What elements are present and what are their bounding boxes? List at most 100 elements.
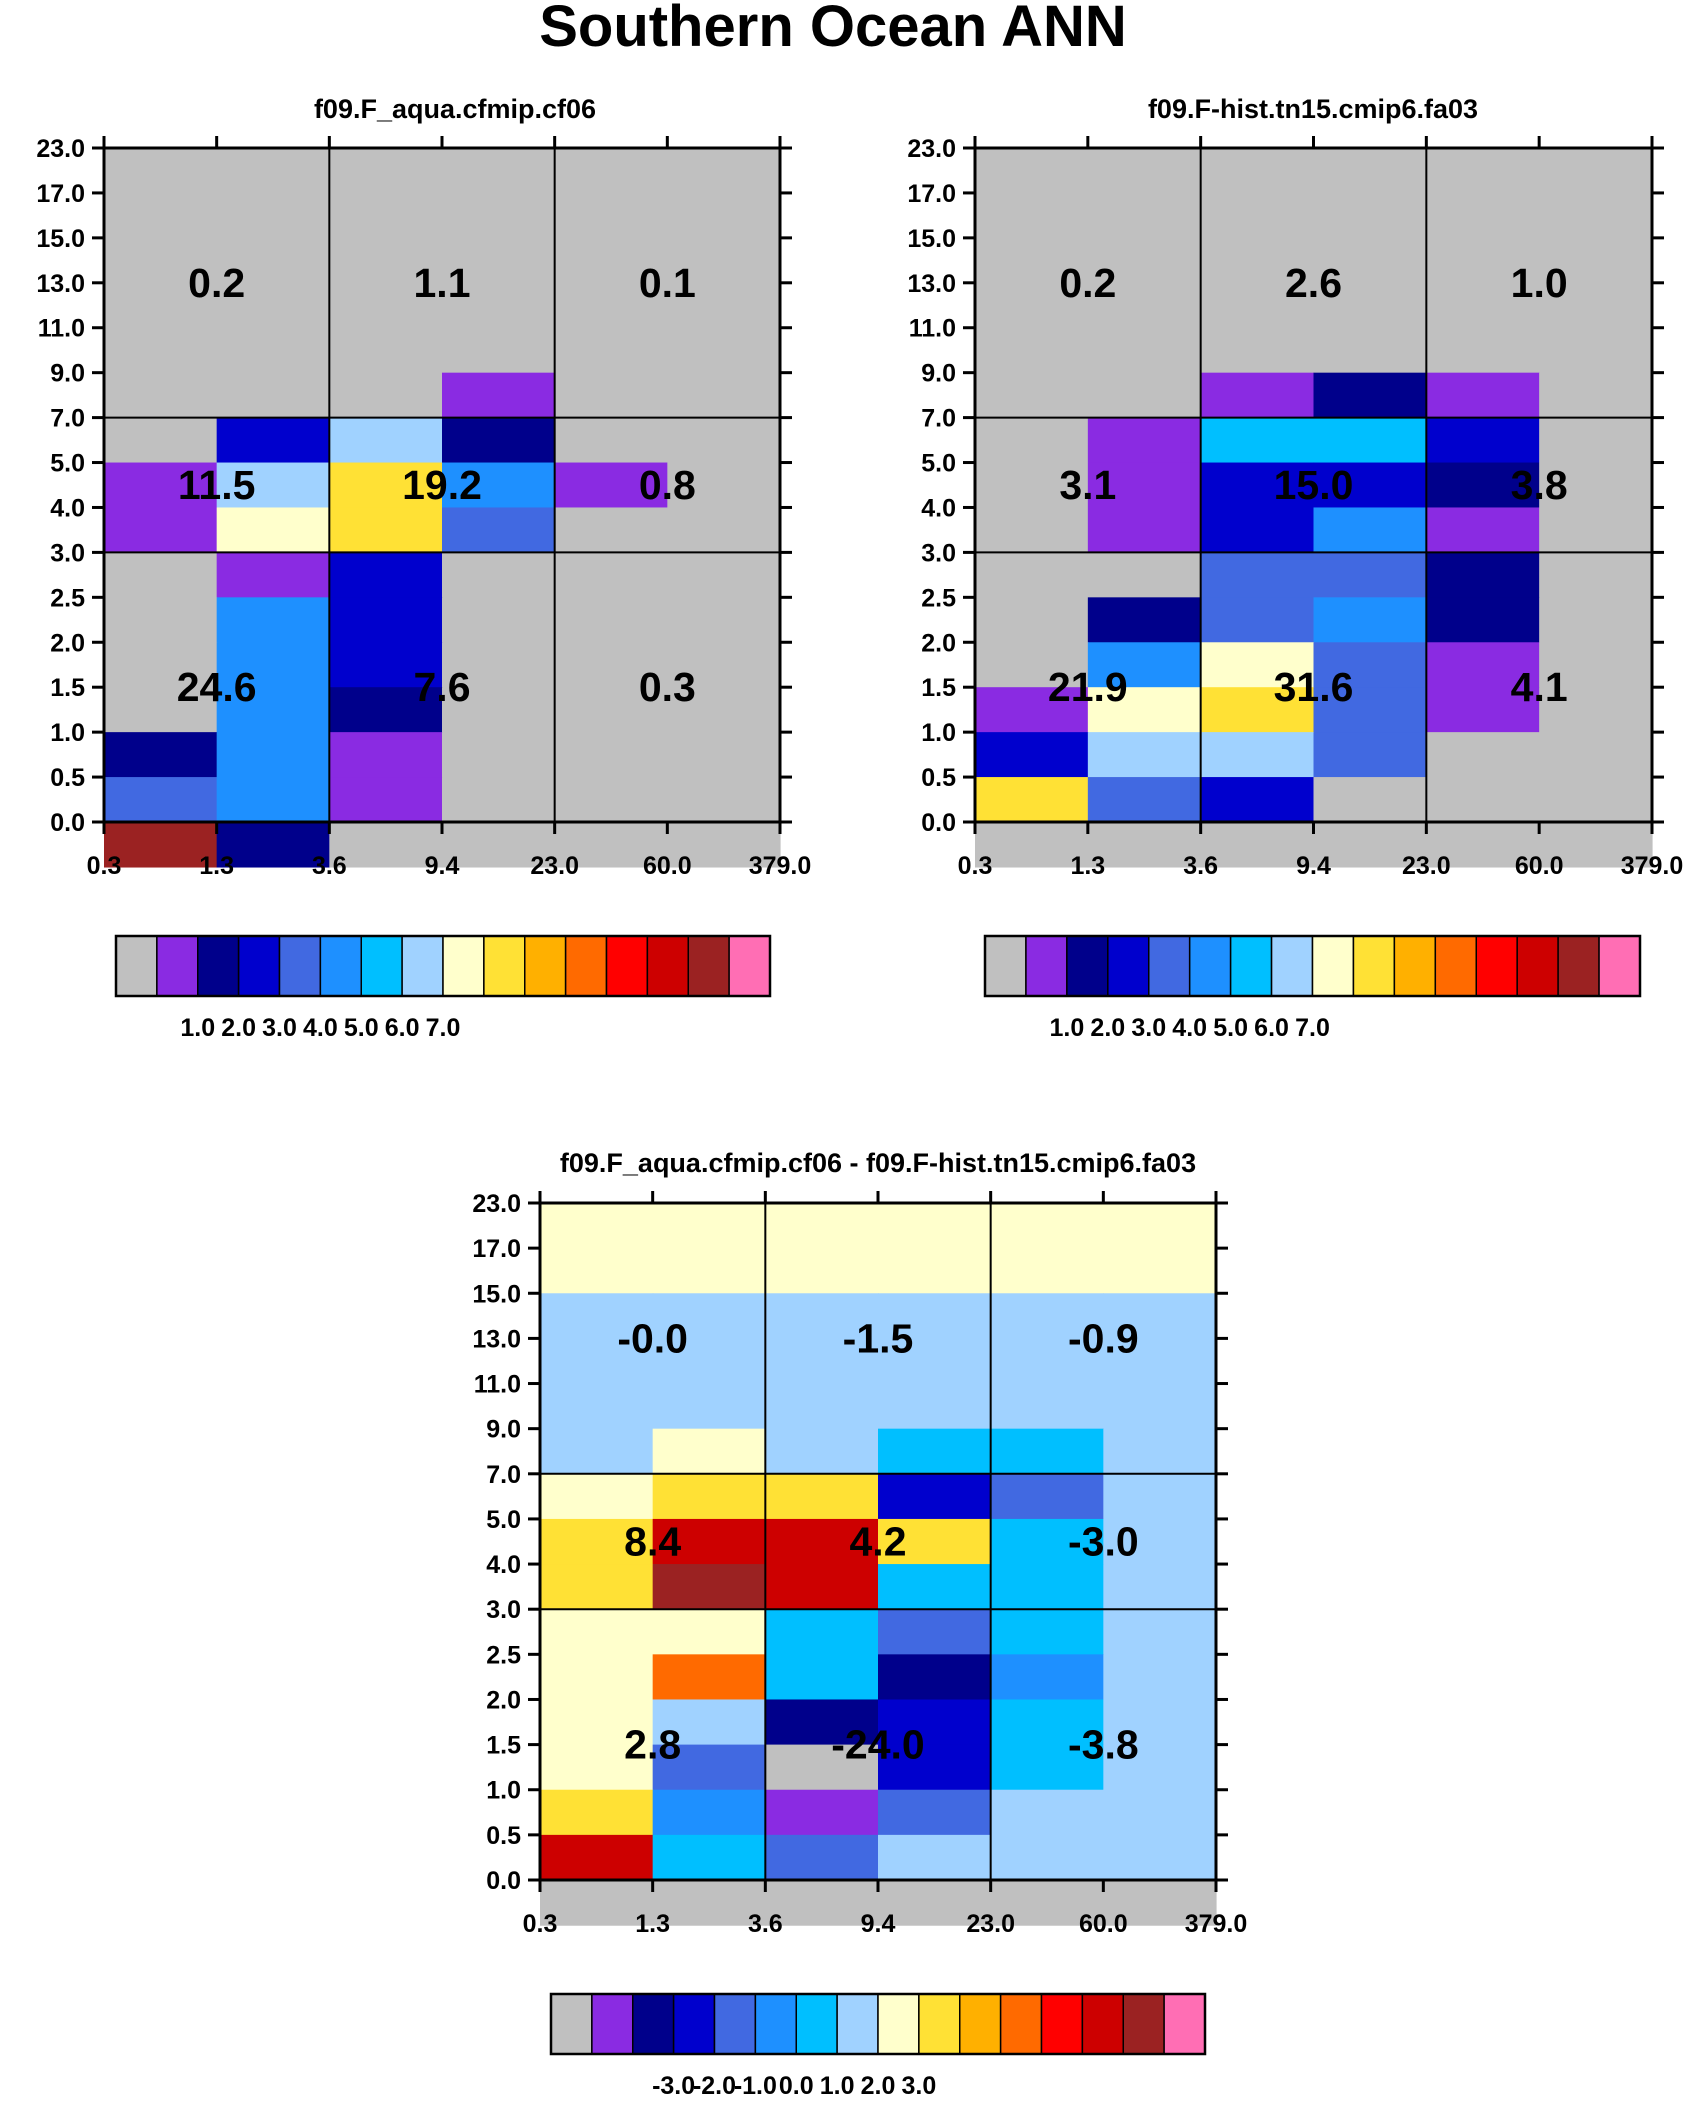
heatmap-cell <box>667 597 781 643</box>
heatmap-cell <box>1200 777 1315 823</box>
heatmap-cell <box>216 462 330 509</box>
heatmap-cell <box>216 148 330 194</box>
colorbar-swatch <box>278 935 322 997</box>
colorbar-label: 3.0 <box>901 2072 936 2100</box>
region-value: 3.1 <box>1059 462 1116 508</box>
heatmap-cell <box>1426 417 1540 464</box>
region-value: 24.6 <box>177 664 257 710</box>
heatmap-cell <box>1539 732 1653 778</box>
region-value: -3.0 <box>1068 1519 1139 1565</box>
heatmap-cell <box>1313 462 1427 509</box>
heatmap-cell <box>1426 372 1540 419</box>
y-tick-label: 9.0 <box>921 360 956 388</box>
heatmap-cell <box>667 417 781 464</box>
colorbar-swatch <box>1393 935 1437 997</box>
heatmap-cell <box>1103 1383 1217 1430</box>
heatmap-cell <box>1200 327 1315 374</box>
heatmap-cell <box>442 732 556 778</box>
heatmap-cell <box>442 327 556 374</box>
region-value: 0.8 <box>639 462 696 508</box>
heatmap-cell <box>1539 148 1653 194</box>
heatmap-cell <box>442 192 556 239</box>
heatmap-cell <box>1200 642 1315 688</box>
heatmap-cell <box>1313 372 1427 419</box>
heatmap-cell <box>104 282 218 329</box>
y-tick-label: 7.0 <box>921 405 956 433</box>
heatmap-cell <box>1087 192 1202 239</box>
heatmap-cell <box>878 1834 992 1881</box>
colorbar-swatch <box>237 935 281 997</box>
heatmap-cell <box>1087 687 1202 733</box>
heatmap-cell <box>1087 282 1202 329</box>
heatmap-cell <box>1200 148 1315 194</box>
x-tick-label: 1.3 <box>199 852 234 880</box>
x-tick-label: 60.0 <box>643 852 692 880</box>
heatmap-cell <box>652 1293 766 1339</box>
colorbar-swatch <box>1311 935 1355 997</box>
heatmap-cell <box>216 732 330 778</box>
x-tick-label: 3.6 <box>312 852 347 880</box>
heatmap-cell <box>216 642 330 688</box>
heatmap-cell <box>1313 777 1427 823</box>
x-tick-label: 23.0 <box>1402 852 1451 880</box>
heatmap-cell <box>104 552 218 598</box>
heatmap-cell <box>990 1880 1104 1926</box>
y-tick-label: 2.0 <box>486 1686 521 1714</box>
heatmap-cell <box>540 1834 654 1881</box>
heatmap-cell <box>667 148 781 194</box>
colorbar-swatch <box>918 1993 961 2055</box>
heatmap-cell <box>329 732 443 778</box>
heatmap-cell <box>1313 192 1427 239</box>
y-tick-label: 4.0 <box>921 494 956 522</box>
heatmap-cell <box>1087 462 1202 509</box>
region-value: 0.1 <box>639 260 696 306</box>
colorbar-swatch <box>401 935 444 997</box>
region-value: -3.8 <box>1068 1722 1139 1768</box>
heatmap-cell <box>765 1428 879 1475</box>
heatmap-cell <box>990 1338 1104 1385</box>
region-value: 4.1 <box>1511 664 1568 710</box>
colorbar-swatch <box>1025 935 1068 997</box>
heatmap-cell <box>975 237 1089 284</box>
colorbar-swatch <box>984 935 1027 997</box>
heatmap-cell <box>652 1203 766 1249</box>
heatmap-cell <box>104 462 218 509</box>
heatmap-cell <box>216 237 330 284</box>
heatmap-cell <box>990 1428 1104 1475</box>
heatmap-cell <box>554 552 668 598</box>
heatmap-cell <box>104 687 218 733</box>
heatmap-cell <box>652 1834 766 1881</box>
heatmap-cell <box>975 732 1089 778</box>
y-tick-label: 23.0 <box>36 135 85 163</box>
x-tick-label: 379.0 <box>1621 852 1684 880</box>
heatmap-cell <box>540 1428 654 1475</box>
heatmap-cell <box>1087 148 1202 194</box>
heatmap-cell <box>1426 822 1540 868</box>
heatmap-cell <box>1200 552 1315 598</box>
heatmap-cell <box>554 507 668 553</box>
panel-title: f09.F-hist.tn15.cmip6.fa03 <box>1148 94 1478 124</box>
heatmap-cell <box>765 1383 879 1430</box>
heatmap-cell <box>765 1744 879 1791</box>
region-value: 1.0 <box>1511 260 1568 306</box>
heatmap-cell <box>1087 732 1202 778</box>
heatmap-cell <box>329 417 443 464</box>
colorbar-label: 6.0 <box>385 1014 420 1042</box>
colorbar-swatch <box>672 1993 716 2055</box>
heatmap-cell <box>652 1609 766 1655</box>
colorbar-swatch <box>959 1993 1002 2055</box>
heatmap-cell <box>990 1564 1104 1610</box>
heatmap-cell <box>104 507 218 553</box>
y-tick-label: 15.0 <box>472 1280 521 1308</box>
heatmap-cell <box>878 1248 992 1294</box>
colorbar-swatch <box>1352 935 1396 997</box>
heatmap-cell <box>1103 1248 1217 1294</box>
heatmap-cell <box>554 822 668 868</box>
region-value: -1.5 <box>843 1315 914 1361</box>
heatmap-cell <box>540 1518 654 1565</box>
heatmap-cell <box>540 1744 654 1791</box>
colorbar-swatch <box>632 1993 675 2055</box>
y-tick-label: 5.0 <box>50 450 85 478</box>
x-tick-label: 9.4 <box>861 1910 896 1938</box>
heatmap-cell <box>878 1383 992 1430</box>
